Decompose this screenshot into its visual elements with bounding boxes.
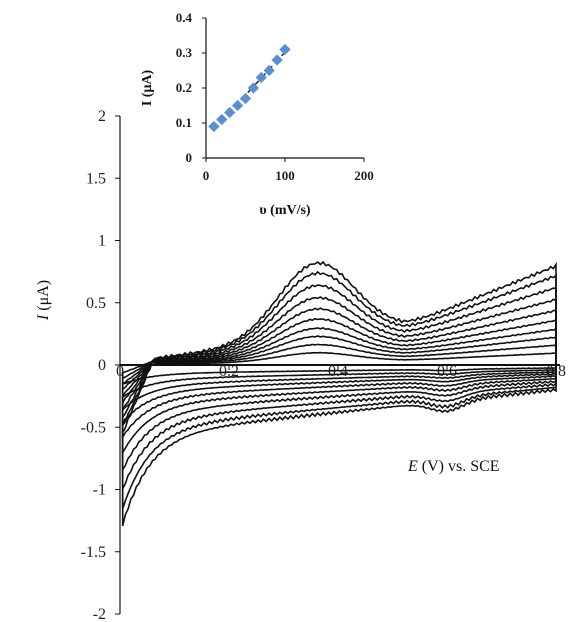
inset-y-tick-label: 0.1: [176, 115, 192, 130]
inset-x-tick-label: 200: [354, 168, 374, 183]
inset-data-point: [224, 106, 236, 119]
main-y-tick-label: 0.5: [86, 295, 106, 312]
main-y-tick-label: 0: [98, 357, 106, 374]
inset-y-tick-label: 0: [186, 150, 193, 165]
main-y-tick-label: -1: [93, 482, 106, 499]
inset-y-tick-label: 0.3: [176, 45, 193, 60]
main-y-tick-label: 2: [98, 108, 106, 125]
inset-x-tick-label: 0: [203, 168, 210, 183]
inset-data-point: [231, 99, 244, 112]
main-x-axis-label: E (V) vs. SCE: [407, 458, 500, 475]
inset-x-tick-label: 100: [275, 168, 295, 183]
main-x-tick-label: 0: [116, 363, 124, 380]
main-series-group: [121, 260, 557, 527]
inset-y-axis-label: I (μA): [140, 70, 155, 107]
main-x-tick-label: 0.6: [437, 363, 457, 380]
inset-data-point: [216, 113, 228, 126]
inset-data-point: [279, 43, 291, 56]
inset-data-point: [271, 54, 283, 66]
inset-y-tick-label: 0.2: [176, 80, 192, 95]
cv-curve-10: [121, 260, 557, 527]
cv-curve-6: [121, 307, 557, 456]
main-y-axis-label: I (μA): [35, 280, 52, 321]
inset-x-ticks: 0 100 200: [203, 158, 374, 183]
inset-x-axis-label: υ (mV/s): [259, 203, 311, 218]
inset-y-ticks: 0.4 0.3 0.2 0.1 0: [176, 10, 206, 165]
inset-data-point: [208, 120, 220, 133]
inset-points-group: [208, 43, 291, 133]
inset-data-point: [239, 92, 252, 105]
inset-data-point: [247, 82, 260, 94]
inset-fit-line: [213, 51, 286, 130]
main-y-tick-label: 1.5: [86, 170, 106, 187]
main-y-tick-label: -2: [93, 606, 106, 622]
inset-chart: 0.4 0.3 0.2 0.1 0 0 100 200 υ (mV/s) I (μA): [140, 10, 374, 218]
main-y-ticks: 2 1.5 1 0.5 0 -0.5 -1 -1.5 -2: [81, 108, 120, 622]
main-y-tick-label: 1: [98, 233, 106, 250]
inset-y-tick-label: 0.4: [176, 10, 193, 25]
main-y-tick-label: -1.5: [81, 544, 106, 561]
main-y-tick-label: -0.5: [81, 419, 106, 436]
main-x-tick-label: 0.4: [328, 363, 348, 380]
